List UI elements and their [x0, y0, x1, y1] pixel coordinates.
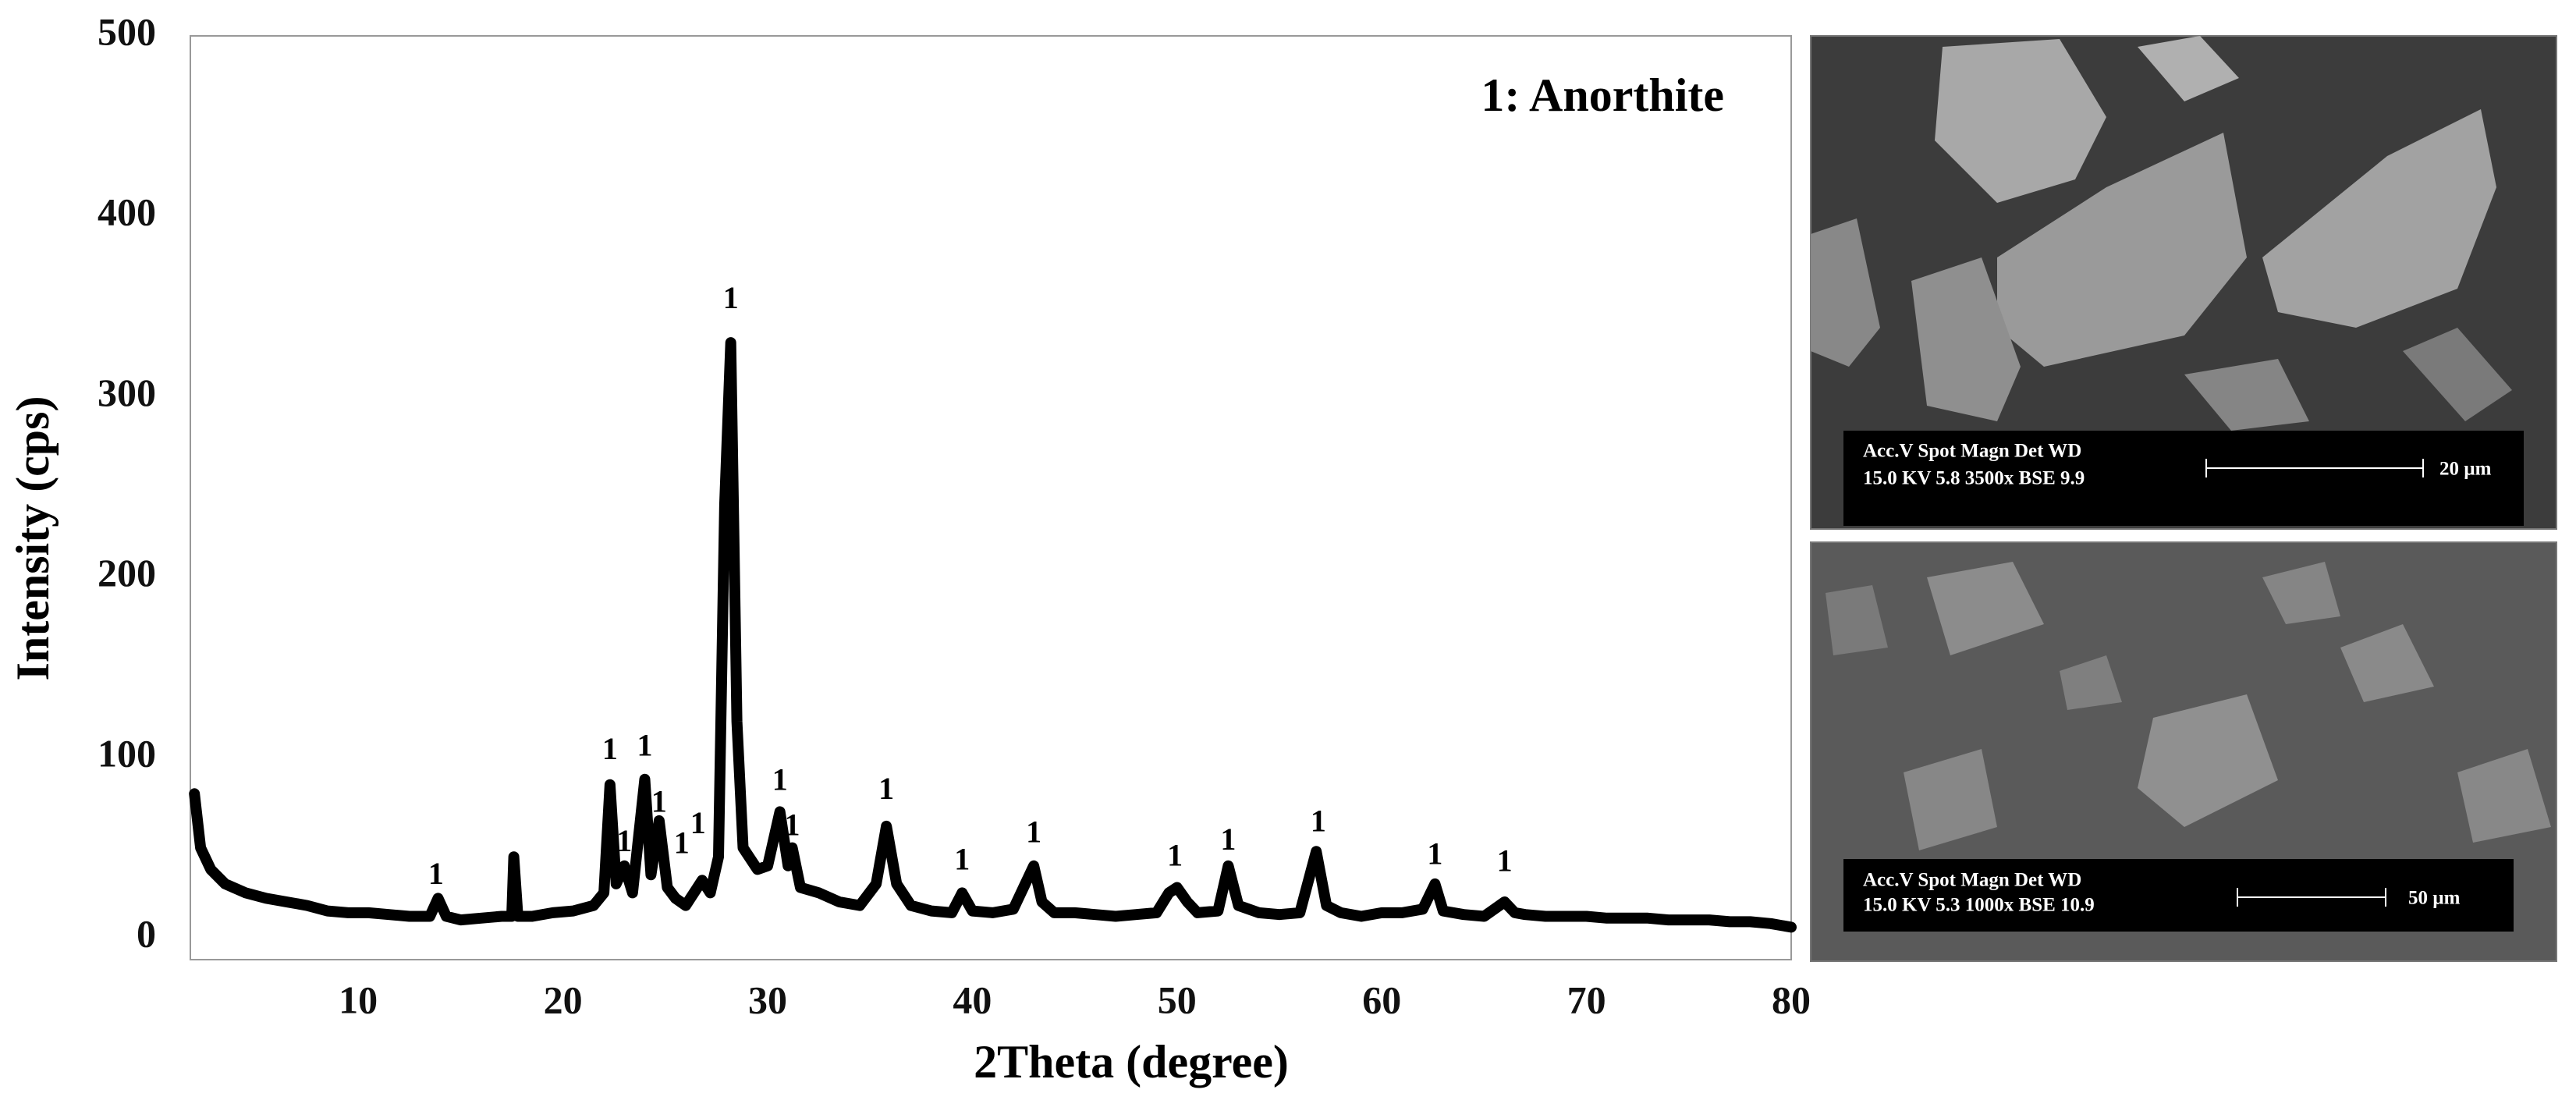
x-tick-label: 80 — [1772, 978, 1811, 1021]
peak-label: 1 — [674, 825, 690, 860]
peak-label: 1 — [1167, 838, 1183, 873]
sem-image-1: Acc.V Spot Magn Det WD 15.0 KV 5.8 3500x… — [1810, 35, 2557, 530]
x-tick-label: 50 — [1158, 978, 1197, 1021]
peak-label: 1 — [954, 841, 970, 876]
peak-label: 1 — [878, 771, 894, 806]
y-tick-label: 100 — [98, 731, 156, 775]
sem-image-2: Acc.V Spot Magn Det WD 15.0 KV 5.3 1000x… — [1810, 541, 2557, 962]
sem-info-values: 15.0 KV 5.8 3500x BSE 9.9 — [1863, 468, 2085, 489]
x-tick-label: 30 — [748, 978, 787, 1021]
peak-label: 1 — [1220, 822, 1236, 857]
peak-label: 1 — [784, 807, 800, 842]
y-tick-label: 400 — [98, 190, 156, 234]
y-axis-title: Intensity (cps) — [7, 396, 59, 680]
peak-label: 1 — [1427, 836, 1442, 871]
sem-scale-label: 50 µm — [2408, 888, 2461, 909]
y-tick-label: 500 — [98, 9, 156, 53]
xrd-pattern — [189, 337, 1797, 933]
peak-label: 1 — [723, 280, 739, 315]
x-tick-label: 40 — [953, 978, 992, 1021]
peak-label: 1 — [1026, 815, 1041, 850]
peak-label: 1 — [772, 762, 788, 797]
peak-label: 1 — [602, 731, 618, 766]
peak-label: 1 — [637, 728, 653, 763]
peak-label: 1 — [616, 823, 632, 858]
sem-info-values: 15.0 KV 5.3 1000x BSE 10.9 — [1863, 895, 2095, 916]
peak-label: 1 — [1497, 843, 1513, 879]
peak-label: 1 — [690, 805, 706, 840]
x-axis-title: 2Theta (degree) — [974, 1036, 1289, 1088]
x-tick-label: 60 — [1362, 978, 1401, 1021]
x-tick-label: 20 — [544, 978, 583, 1021]
peak-label: 1 — [1311, 804, 1326, 839]
y-tick-label: 0 — [137, 912, 156, 956]
x-tick-label: 10 — [339, 978, 378, 1021]
sem-info-header: Acc.V Spot Magn Det WD — [1863, 441, 2081, 462]
x-tick-label: 70 — [1567, 978, 1606, 1021]
annotation-title: 1: Anorthite — [1481, 69, 1724, 121]
peak-label: 1 — [428, 856, 444, 891]
sem-scale-label: 20 µm — [2439, 459, 2492, 480]
y-tick-label: 200 — [98, 551, 156, 595]
plot-frame — [190, 35, 1792, 960]
y-tick-label: 300 — [98, 371, 156, 414]
sem-info-header: Acc.V Spot Magn Det WD — [1863, 870, 2081, 891]
peak-label: 1 — [651, 783, 667, 818]
